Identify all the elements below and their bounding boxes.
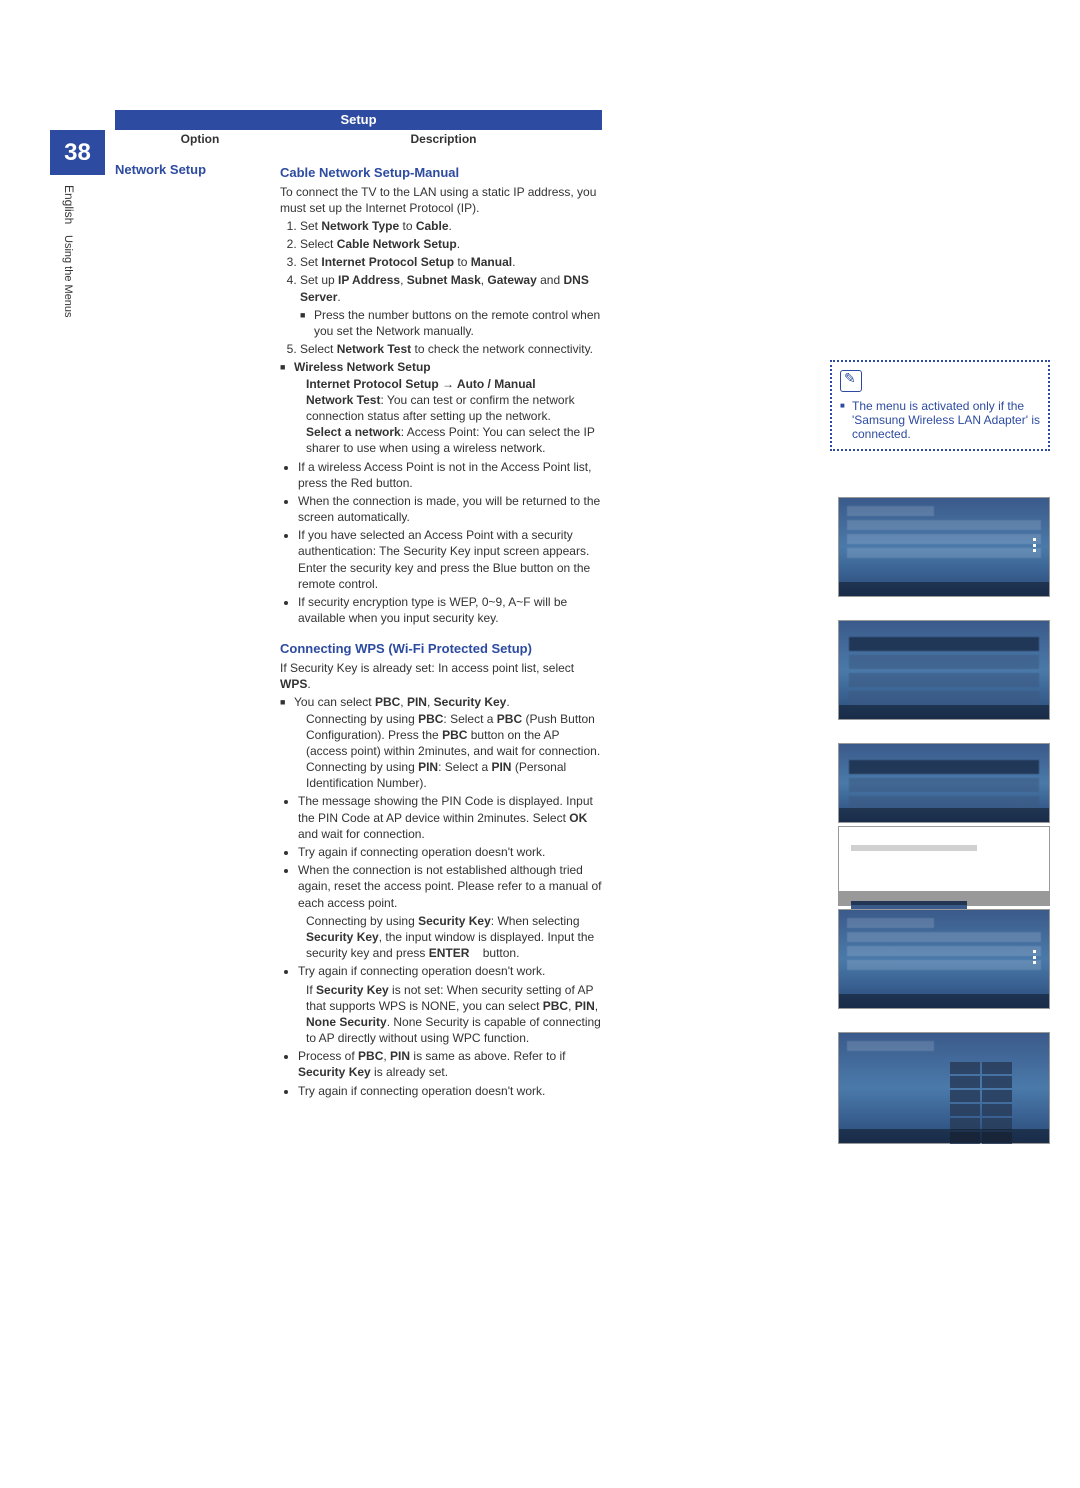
option-network-setup: Network Setup (115, 162, 280, 177)
step-1: Set Network Type to Cable. (300, 218, 602, 234)
step-4-sub: Press the number buttons on the remote c… (300, 307, 602, 339)
side-language-label: English (62, 185, 76, 224)
wns-b4: If security encryption type is WEP, 0~9,… (298, 594, 602, 626)
ns-b1: Process of PBC, PIN is same as above. Re… (298, 1048, 602, 1080)
wps-options: You can select PBC, PIN, Security Key. (280, 694, 602, 710)
side-section-label: Using the Menus (62, 235, 74, 318)
wns-line2: Network Test: You can test or confirm th… (280, 392, 602, 424)
ns-b2: Try again if connecting operation doesn'… (298, 1083, 602, 1099)
wns-b1: If a wireless Access Point is not in the… (298, 459, 602, 491)
pbc-desc: Connecting by using PBC: Select a PBC (P… (280, 711, 602, 760)
wns-line3: Select a network: Access Point: You can … (280, 424, 602, 456)
pin-bullets: The message showing the PIN Code is disp… (280, 793, 602, 910)
note-text: The menu is activated only if the 'Samsu… (840, 399, 1040, 441)
step-4: Set up IP Address, Subnet Mask, Gateway … (300, 272, 602, 339)
description-column: Cable Network Setup-Manual To connect th… (280, 160, 602, 1101)
sk-desc: Connecting by using Security Key: When s… (280, 913, 602, 962)
wns-bullets: If a wireless Access Point is not in the… (280, 459, 602, 627)
setup-header: Setup (115, 110, 602, 130)
page-number: 38 (64, 139, 91, 167)
screenshot-select-network-2 (838, 743, 1050, 823)
wns-b3: If you have selected an Access Point wit… (298, 527, 602, 592)
screenshot-security-key (838, 1032, 1050, 1144)
step-2: Select Cable Network Setup. (300, 236, 602, 252)
step-5: Select Network Test to check the network… (300, 341, 602, 357)
screenshot-select-method (838, 909, 1050, 1009)
screenshot-select-network (838, 620, 1050, 720)
none-sec-desc: If Security Key is not set: When securit… (280, 982, 602, 1047)
wns-b2: When the connection is made, you will be… (298, 493, 602, 525)
pin-b1: The message showing the PIN Code is disp… (298, 793, 602, 842)
wns-line1: Internet Protocol Setup → Auto / Manual (280, 376, 602, 392)
screenshot-wireless-setup (838, 497, 1050, 597)
wps-intro: If Security Key is already set: In acces… (280, 660, 602, 692)
cable-steps: Set Network Type to Cable. Select Cable … (280, 218, 602, 358)
note-icon (840, 370, 862, 392)
ns-bullets: Process of PBC, PIN is same as above. Re… (280, 1048, 602, 1099)
manual-page: 38 English Using the Menus Setup Option … (0, 0, 1080, 1488)
cable-intro: To connect the TV to the LAN using a sta… (280, 184, 602, 216)
th-option: Option (115, 132, 285, 146)
pin-b2: Try again if connecting operation doesn'… (298, 844, 602, 860)
screenshot-pbc-connect (838, 826, 1050, 906)
th-description: Description (285, 132, 602, 146)
note-box: The menu is activated only if the 'Samsu… (830, 360, 1050, 451)
pin-desc: Connecting by using PIN: Select a PIN (P… (280, 759, 602, 791)
sk-bullets: Try again if connecting operation doesn'… (280, 963, 602, 979)
wps-heading: Connecting WPS (Wi-Fi Protected Setup) (280, 640, 602, 658)
table-header-row: Option Description (115, 132, 602, 146)
cable-setup-heading: Cable Network Setup-Manual (280, 164, 602, 182)
step-3: Set Internet Protocol Setup to Manual. (300, 254, 602, 270)
wireless-head: Wireless Network Setup (280, 359, 602, 375)
sk-b1: Try again if connecting operation doesn'… (298, 963, 602, 979)
page-number-tab: 38 (50, 130, 105, 175)
pin-b3: When the connection is not established a… (298, 862, 602, 911)
